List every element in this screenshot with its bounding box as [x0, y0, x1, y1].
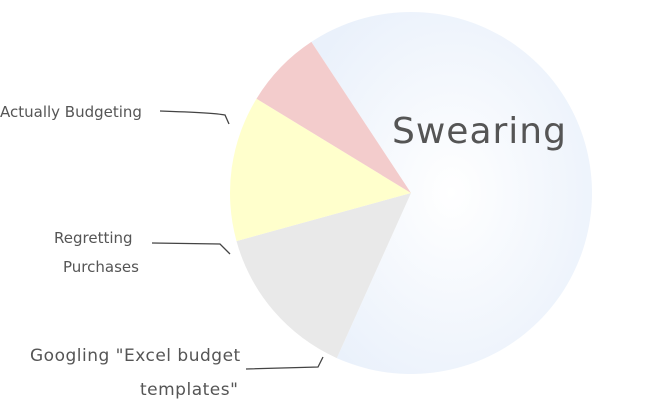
slice-label-googling-line1: Googling "Excel budget [30, 346, 241, 366]
pie-slices [229, 12, 593, 375]
slice-label-swearing: Swearing [392, 111, 567, 152]
slice-label-regretting-line2: Purchases [63, 258, 139, 276]
pie-slice-actually-budgeting [256, 41, 411, 194]
pie-slice-regretting-purchases [229, 98, 411, 242]
leader-actually-budgeting [159, 110, 230, 125]
pie-slice-googling-excel-budget-templates [236, 193, 411, 359]
slice-label-googling-line2: templates" [140, 380, 238, 400]
pie-slice-swearing [311, 12, 593, 375]
leader-regretting-purchases [151, 242, 231, 255]
slice-label-actually-budgeting: Actually Budgeting [0, 103, 142, 121]
leader-googling [245, 356, 324, 370]
slice-label-regretting-line1: Regretting [54, 229, 133, 247]
